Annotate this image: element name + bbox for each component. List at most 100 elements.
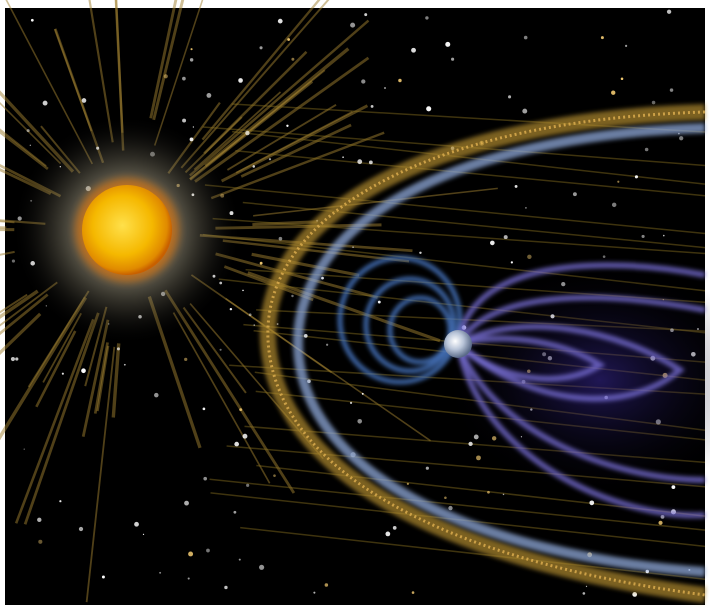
star — [59, 500, 62, 503]
earth — [444, 330, 472, 358]
star — [634, 175, 639, 179]
star — [246, 483, 250, 487]
star — [370, 104, 374, 108]
star — [142, 533, 145, 536]
star — [229, 307, 233, 311]
wind-ray — [253, 187, 498, 217]
star — [291, 294, 294, 298]
star — [523, 35, 528, 40]
wind-stream — [235, 150, 706, 197]
tail-line — [455, 294, 706, 346]
star — [101, 575, 105, 579]
star — [259, 46, 263, 50]
star — [368, 160, 373, 165]
wind-stream — [242, 201, 706, 249]
star — [490, 240, 495, 246]
wind-ray — [93, 342, 109, 414]
star — [26, 129, 30, 133]
star — [357, 159, 363, 165]
star — [398, 78, 402, 83]
star — [276, 323, 279, 325]
star — [611, 90, 616, 95]
star — [448, 505, 453, 511]
star — [406, 482, 409, 485]
star — [326, 343, 329, 346]
star — [188, 551, 194, 557]
star — [245, 130, 250, 136]
star — [30, 18, 34, 22]
dayside-field-lines — [337, 255, 463, 385]
tail-line — [455, 262, 706, 345]
star — [527, 254, 532, 260]
wind-ray — [180, 0, 330, 169]
star — [385, 531, 391, 537]
star — [159, 571, 162, 574]
star — [600, 36, 604, 40]
star — [663, 234, 665, 237]
star — [277, 18, 283, 24]
star — [248, 313, 252, 317]
star — [502, 493, 505, 496]
star — [239, 408, 243, 412]
star — [187, 577, 190, 580]
star — [61, 372, 64, 375]
star — [507, 95, 512, 99]
star — [154, 392, 159, 398]
star — [242, 289, 244, 292]
wind-ray — [23, 312, 100, 525]
bow-shock-detail — [266, 110, 706, 597]
star — [273, 474, 276, 477]
star — [224, 585, 228, 590]
wind-stream — [204, 184, 706, 235]
star — [525, 207, 527, 209]
star — [426, 106, 432, 112]
tail-line — [455, 342, 706, 483]
star — [357, 418, 363, 424]
star — [163, 74, 168, 79]
wind-ray — [115, 0, 124, 133]
wind-ray — [226, 104, 337, 171]
star — [602, 255, 606, 258]
star — [38, 539, 43, 544]
wind-ray — [194, 56, 370, 183]
wind-ray — [152, 0, 185, 121]
star — [259, 261, 263, 265]
star — [349, 401, 353, 404]
magnetopause — [292, 123, 706, 577]
star — [313, 591, 316, 594]
star — [425, 466, 429, 470]
star — [620, 77, 624, 81]
wind-ray — [85, 346, 116, 603]
star — [377, 300, 381, 304]
star — [572, 192, 577, 197]
wind-ray — [223, 265, 314, 302]
star — [268, 158, 272, 161]
star — [238, 558, 241, 561]
wind-ray — [0, 289, 39, 319]
star — [10, 356, 16, 362]
star — [321, 276, 324, 280]
star — [42, 100, 48, 106]
star — [451, 57, 455, 61]
star — [116, 347, 120, 351]
wind-ray — [35, 330, 77, 408]
star — [81, 98, 87, 103]
magnetotail-glow — [440, 260, 710, 500]
star — [123, 363, 126, 366]
tail-loop — [456, 335, 606, 382]
star — [278, 236, 283, 241]
star — [15, 357, 19, 361]
wind-ray — [215, 252, 379, 299]
star — [679, 136, 684, 141]
field-loop — [337, 255, 463, 385]
star — [425, 16, 429, 20]
star — [11, 259, 16, 263]
star — [644, 147, 649, 152]
star — [361, 79, 366, 84]
star — [253, 324, 255, 326]
wind-ray — [0, 281, 58, 327]
star — [411, 591, 415, 594]
star — [445, 41, 451, 47]
magnetotail-field-lines — [455, 262, 706, 519]
